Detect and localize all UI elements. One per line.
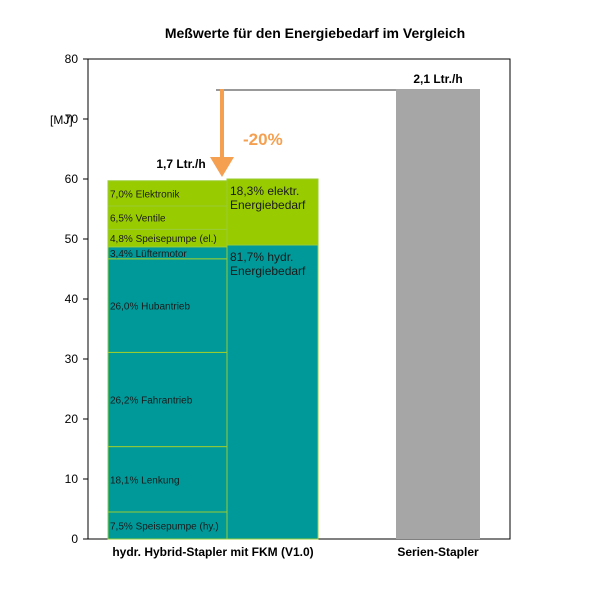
category-label-serial: Serien-Stapler — [397, 545, 479, 559]
y-tick-label: 0 — [71, 532, 78, 546]
y-tick-label: 20 — [65, 412, 79, 426]
y-tick-label: 50 — [65, 232, 79, 246]
share-segment-label: 18,3% elektr. Energiebedarf — [230, 184, 306, 212]
serial-bar — [396, 89, 480, 539]
y-tick-label: 30 — [65, 352, 79, 366]
reduction-arrow-icon — [210, 157, 234, 177]
breakdown-segment-label: 3,4% Lüftermotor — [110, 249, 187, 260]
breakdown-segment — [107, 511, 228, 540]
share-segment — [226, 244, 319, 540]
breakdown-segment-label: 6,5% Ventile — [110, 214, 166, 225]
category-label-hybrid: hydr. Hybrid-Stapler mit FKM (V1.0) — [112, 545, 313, 559]
share-segment-label: 81,7% hydr. Energiebedarf — [230, 250, 306, 278]
breakdown-segment-label: 18,1% Lenkung — [110, 475, 180, 486]
y-tick-label: 60 — [65, 172, 79, 186]
share-segment — [226, 178, 319, 246]
y-tick-label: 10 — [65, 472, 79, 486]
breakdown-segment-label: 7,0% Elektronik — [110, 189, 180, 200]
breakdown-segment-label: 4,8% Speisepumpe (el.) — [110, 234, 217, 245]
breakdown-segment-label: 7,5% Speisepumpe (hy.) — [110, 522, 219, 533]
breakdown-segment-label: 26,0% Hubantrieb — [110, 302, 190, 313]
consumption-label-serial: 2,1 Ltr./h — [413, 72, 462, 86]
y-axis-unit-label: [MJ] — [50, 113, 73, 127]
consumption-label-hybrid: 1,7 Ltr./h — [156, 157, 205, 171]
chart-title: Meßwerte für den Energiebedarf im Vergle… — [165, 25, 465, 41]
y-tick-label: 70 — [65, 112, 79, 126]
reduction-label: -20% — [243, 130, 283, 149]
y-tick-label: 40 — [65, 292, 79, 306]
breakdown-segment-label: 26,2% Fahrantrieb — [110, 396, 193, 407]
y-tick-label: 80 — [65, 52, 79, 66]
breakdown-segment — [107, 180, 228, 207]
